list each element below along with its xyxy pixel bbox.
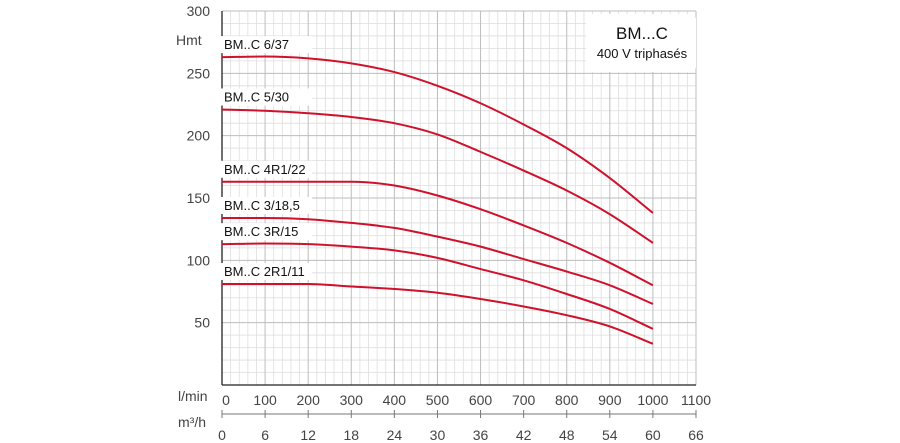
x-tick-label: 1000 [637, 392, 668, 408]
x2-tick-label: 66 [688, 427, 704, 443]
series-label-1: BM..C 6/37 [224, 37, 289, 52]
chart-subtitle: 400 V triphasés [597, 46, 688, 61]
curve-5 [221, 242, 654, 330]
x2-tick-label: 24 [387, 427, 403, 443]
x2-tick-label: 18 [343, 427, 359, 443]
series-label-background [220, 196, 312, 214]
y-axis-label: Hmt [176, 32, 202, 48]
x-tick-label: 900 [598, 392, 622, 408]
curve-1 [221, 55, 654, 214]
series-label-3: BM..C 4R1/22 [224, 162, 306, 177]
series-label-background [220, 88, 312, 106]
x-tick-label: 500 [426, 392, 450, 408]
y-tick-label: 100 [187, 252, 211, 268]
x-tick-label: 1100 [681, 392, 711, 408]
series-label-5: BM..C 3R/15 [224, 224, 298, 239]
x2-tick-label: 48 [559, 427, 575, 443]
x2-tick-label: 60 [645, 427, 661, 443]
curve-4 [221, 216, 654, 305]
x-tick-label: 100 [253, 392, 277, 408]
x2-tick-label: 30 [430, 427, 446, 443]
series-label-background [220, 263, 312, 281]
x-tick-label: 400 [383, 392, 407, 408]
curve-2 [221, 108, 654, 244]
x-tick-label: 600 [469, 392, 493, 408]
x-tick-label: 300 [340, 392, 364, 408]
x2-tick-label: 36 [473, 427, 489, 443]
x2-tick-label: 12 [300, 427, 316, 443]
series-label-4: BM..C 3/18,5 [224, 198, 300, 213]
series-label-background [220, 223, 312, 241]
y-tick-label: 50 [194, 315, 210, 331]
y-tick-label: 200 [187, 128, 211, 144]
curve-6 [222, 283, 654, 345]
y-tick-label: 150 [187, 190, 211, 206]
x-tick-label: 0 [222, 392, 230, 408]
x-tick-label: 200 [297, 392, 321, 408]
title-box: BM...C 400 V triphasés [586, 14, 696, 72]
chart-title: BM...C [616, 24, 668, 43]
x-tick-label: 800 [555, 392, 579, 408]
x-axis-unit-primary: l/min [178, 388, 208, 404]
series-labels: BM..C 6/37 BM..C 5/30 BM..C 4R1/22 BM..C 3/… [220, 36, 312, 281]
series-label-background [220, 160, 312, 178]
curve-3 [222, 180, 654, 287]
x2-tick-label: 0 [218, 427, 226, 443]
series-label-6: BM..C 2R1/11 [224, 264, 305, 279]
title-box-background [586, 14, 696, 72]
series-label-2: BM..C 5/30 [224, 89, 289, 104]
series-label-background [220, 36, 312, 54]
x-tick-label: 700 [512, 392, 536, 408]
y-tick-label: 300 [187, 3, 211, 19]
x2-tick-label: 42 [516, 427, 532, 443]
x2-tick-label: 6 [261, 427, 269, 443]
axes [221, 11, 697, 418]
x2-tick-label: 54 [602, 427, 618, 443]
y-tick-label: 250 [187, 65, 211, 81]
curves [221, 55, 654, 345]
x-axis-unit-secondary: m³/h [178, 414, 206, 430]
